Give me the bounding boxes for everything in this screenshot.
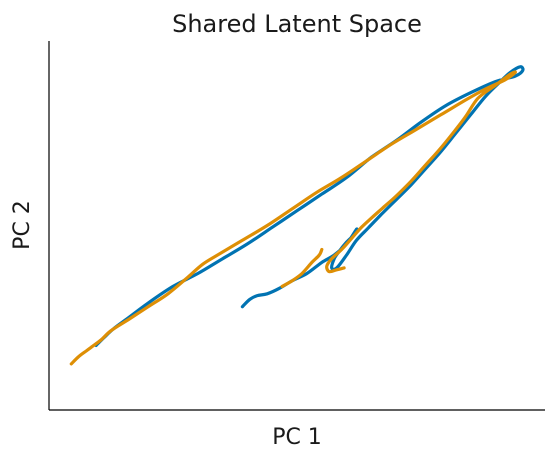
chart-plot-area — [69, 65, 525, 366]
chart-title: Shared Latent Space — [172, 10, 422, 38]
trajectory-line-2 — [69, 70, 517, 366]
trajectory-line-3 — [280, 247, 324, 288]
trajectory-line-1 — [94, 65, 525, 347]
y-axis-label: PC 2 — [10, 200, 35, 250]
x-axis-label: PC 1 — [272, 425, 322, 450]
